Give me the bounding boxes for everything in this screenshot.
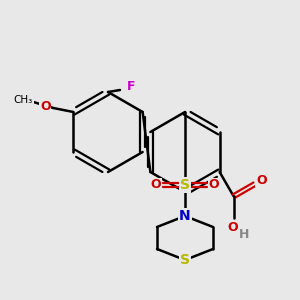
Text: O: O: [151, 178, 161, 191]
Text: O: O: [209, 178, 219, 191]
Text: CH₃: CH₃: [14, 95, 33, 105]
Text: S: S: [180, 253, 190, 267]
Text: O: O: [227, 221, 238, 234]
Text: S: S: [180, 178, 190, 192]
Text: F: F: [127, 80, 135, 92]
Text: N: N: [179, 209, 191, 223]
Text: O: O: [256, 174, 267, 187]
Text: H: H: [238, 228, 249, 241]
Text: O: O: [40, 100, 51, 112]
